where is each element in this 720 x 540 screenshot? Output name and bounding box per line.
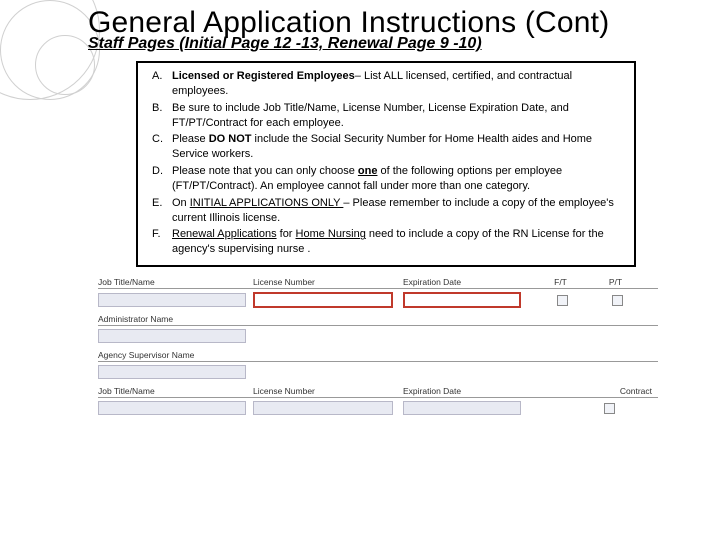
header-expiration-date-2: Expiration Date (403, 386, 533, 396)
instruction-item: D.Please note that you can only choose o… (152, 164, 624, 194)
field-supervisor-name (98, 365, 246, 379)
form-header-row-1: Job Title/Name License Number Expiration… (98, 277, 658, 289)
form-header-row-2: Job Title/Name License Number Expiration… (98, 386, 658, 398)
instruction-box: A.Licensed or Registered Employees– List… (136, 61, 636, 267)
field-expiration-date-highlighted (403, 292, 521, 308)
instruction-letter: A. (152, 69, 172, 99)
instruction-letter: B. (152, 101, 172, 131)
instruction-item: F.Renewal Applications for Home Nursing … (152, 227, 624, 257)
checkbox-pt (612, 295, 623, 306)
header-admin-name: Administrator Name (98, 314, 658, 326)
form-fields-row-1 (98, 292, 658, 308)
slide-content: General Application Instructions (Cont) … (88, 6, 688, 421)
field-admin-name (98, 329, 246, 343)
header-job-title: Job Title/Name (98, 277, 253, 287)
instruction-item: B.Be sure to include Job Title/Name, Lic… (152, 101, 624, 131)
checkbox-contract (604, 403, 615, 414)
header-pt: P/T (588, 277, 643, 287)
instruction-letter: C. (152, 132, 172, 162)
instruction-item: E.On INITIAL APPLICATIONS ONLY – Please … (152, 196, 624, 226)
field-job-title (98, 293, 246, 307)
instruction-text: Be sure to include Job Title/Name, Licen… (172, 101, 624, 131)
instruction-text: Licensed or Registered Employees– List A… (172, 69, 624, 99)
header-license-number-2: License Number (253, 386, 403, 396)
instruction-letter: F. (152, 227, 172, 257)
header-expiration-date: Expiration Date (403, 277, 533, 287)
field-job-title-2 (98, 401, 246, 415)
field-license-number-highlighted (253, 292, 393, 308)
header-license-number: License Number (253, 277, 403, 287)
header-job-title-2: Job Title/Name (98, 386, 253, 396)
form-fields-row-2 (98, 401, 658, 415)
form-preview: Job Title/Name License Number Expiration… (98, 277, 658, 415)
header-contract: Contract (593, 386, 659, 396)
instruction-item: A.Licensed or Registered Employees– List… (152, 69, 624, 99)
header-ft: F/T (533, 277, 588, 287)
instruction-letter: E. (152, 196, 172, 226)
field-license-number-2 (253, 401, 393, 415)
instruction-letter: D. (152, 164, 172, 194)
instruction-text: Please DO NOT include the Social Securit… (172, 132, 624, 162)
header-supervisor-name: Agency Supervisor Name (98, 350, 658, 362)
field-expiration-date-2 (403, 401, 521, 415)
instruction-text: Please note that you can only choose one… (172, 164, 624, 194)
checkbox-ft (557, 295, 568, 306)
instruction-text: Renewal Applications for Home Nursing ne… (172, 227, 624, 257)
instruction-text: On INITIAL APPLICATIONS ONLY – Please re… (172, 196, 624, 226)
instruction-item: C.Please DO NOT include the Social Secur… (152, 132, 624, 162)
